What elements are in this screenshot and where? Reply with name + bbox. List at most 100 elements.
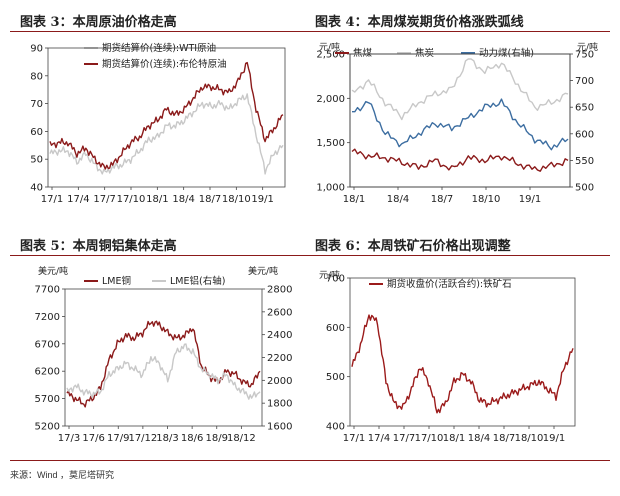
x-axis-labels: 17/1 17/4 17/7 17/10 18/1 18/4 18/7 18/10 19/1 xyxy=(41,187,274,205)
y-tick-label: 90 xyxy=(30,44,43,55)
panel-title-crude: 图表 3：本周原油价格走高 xyxy=(20,15,177,30)
plot-frame xyxy=(47,47,286,188)
y-unit-label: 美元/吨 xyxy=(38,265,68,277)
x-tick-label: 19/1 xyxy=(251,194,273,205)
chart-copper-aluminum: 5200 5700 6200 6700 7200 7700 1600 1800 2000 2200… xyxy=(35,265,293,444)
y2-tick-label: 2600 xyxy=(267,307,292,318)
legend-label: 焦炭 xyxy=(415,47,435,59)
series-line-1 xyxy=(351,58,569,121)
series-lines xyxy=(351,58,569,172)
x-tick-label: 18/12 xyxy=(227,433,256,444)
y-tick-label: 70 xyxy=(30,99,43,110)
y2-tick-label: 2000 xyxy=(267,376,292,387)
y-tick-label: 7200 xyxy=(35,312,60,323)
y2-tick-label: 2800 xyxy=(267,285,292,296)
legend: 期货收盘价(活跃合约):铁矿石 xyxy=(369,278,512,290)
legend: 焦煤 焦炭 动力煤(右轴) xyxy=(335,47,534,59)
y2-tick-label: 1600 xyxy=(267,422,292,433)
x-tick-label: 19/1 xyxy=(543,433,565,444)
x-tick-label: 17/1 xyxy=(41,194,63,205)
x-tick-label: 17/4 xyxy=(368,433,390,444)
x-tick-label: 17/1 xyxy=(343,433,365,444)
plot-frame xyxy=(349,277,576,427)
series-lines xyxy=(49,61,284,175)
y2-tick-label: 750 xyxy=(575,50,594,61)
x-tick-label: 18/1 xyxy=(146,194,168,205)
legend-label: LME铝(右轴) xyxy=(170,275,225,287)
legend-label: 焦煤 xyxy=(353,47,373,59)
left-axis-labels: 5200 5700 6200 6700 7200 7700 1600 1800 2000 2200… xyxy=(35,265,293,433)
legend-label: LME铜 xyxy=(102,275,131,287)
left-axis-labels: 40 50 60 70 80 90 xyxy=(30,44,48,194)
x-tick-label: 18/4 xyxy=(172,194,194,205)
y-tick-label: 1,500 xyxy=(316,138,345,149)
legend: LME铜 LME铝(右轴) xyxy=(84,275,225,287)
panel-title-iron: 图表 6：本周铁矿石价格出现调整 xyxy=(315,239,511,254)
chart-crude-oil: 40 50 60 70 80 90 17/1 17/4 17/7 17/10 18/1 18/4 18… xyxy=(30,42,286,205)
series-line-0 xyxy=(49,93,284,175)
y-tick-label: 7700 xyxy=(35,285,60,296)
x-tick-label: 17/9 xyxy=(107,433,129,444)
series-line-2 xyxy=(352,98,569,151)
y2-tick-label: 2200 xyxy=(267,353,292,364)
panel-title-coal: 图表 4：本周煤炭期货价格涨跌弧线 xyxy=(315,15,524,30)
x-tick-label: 18/7 xyxy=(431,194,453,205)
x-tick-label: 18/10 xyxy=(472,194,501,205)
series-line-0 xyxy=(66,320,261,408)
y2-tick-label: 650 xyxy=(575,103,594,114)
y-tick-label: 400 xyxy=(326,422,345,433)
panel-title-metals: 图表 5：本周铜铝集体走高 xyxy=(20,239,177,254)
left-axis-labels: 1,0001,5002,0002,500500550600650700750元/… xyxy=(316,41,598,194)
y2-tick-label: 700 xyxy=(575,76,594,87)
y-tick-label: 1,000 xyxy=(316,183,345,194)
title-rule-top xyxy=(10,31,610,32)
legend-label: 期货收盘价(活跃合约):铁矿石 xyxy=(387,278,512,290)
y-tick-label: 60 xyxy=(30,127,43,138)
chart-coal: 1,0001,5002,0002,500500550600650700750元/… xyxy=(316,41,598,205)
x-tick-label: 18/3 xyxy=(156,433,178,444)
x-tick-label: 18/4 xyxy=(468,433,490,444)
y-tick-label: 2,500 xyxy=(316,50,345,61)
x-tick-label: 17/10 xyxy=(117,194,146,205)
y2-tick-label: 500 xyxy=(575,183,594,194)
series-line-1 xyxy=(66,343,261,400)
series-lines xyxy=(66,320,261,408)
x-tick-label: 17/10 xyxy=(415,433,444,444)
y-tick-label: 6700 xyxy=(35,339,60,350)
series-line-0 xyxy=(351,314,574,414)
y-tick-label: 5200 xyxy=(35,422,60,433)
x-tick-label: 18/1 xyxy=(443,433,465,444)
source-note: 来源：Wind ，莫尼塔研究 xyxy=(10,470,115,480)
title-rule-bottom xyxy=(10,255,610,256)
x-axis-labels: 17/1 17/4 17/7 17/10 18/1 18/4 18/7 18/10 19/1 xyxy=(343,426,565,444)
y-tick-label: 40 xyxy=(30,183,43,194)
y-tick-label: 500 xyxy=(326,372,345,383)
x-tick-label: 18/9 xyxy=(206,433,228,444)
y-tick-label: 600 xyxy=(326,323,345,334)
series-lines xyxy=(351,314,574,414)
x-tick-label: 18/4 xyxy=(387,194,409,205)
x-axis-labels: 18/1 18/4 18/7 18/10 19/1 xyxy=(343,187,541,205)
y-unit-label: 元/吨 xyxy=(319,269,340,281)
y2-tick-label: 1800 xyxy=(267,399,292,410)
x-tick-label: 18/6 xyxy=(181,433,203,444)
series-line-0 xyxy=(351,148,569,172)
y2-unit-label: 元/吨 xyxy=(577,41,598,53)
legend-label: 动力煤(右轴) xyxy=(479,47,534,59)
y-unit-label: 元/吨 xyxy=(319,41,340,53)
x-tick-label: 19/1 xyxy=(519,194,541,205)
y2-tick-label: 600 xyxy=(575,129,594,140)
x-tick-label: 17/7 xyxy=(93,194,115,205)
x-tick-label: 18/10 xyxy=(222,194,251,205)
legend-label: 期货结算价(连续):布伦特原油 xyxy=(102,58,227,70)
x-tick-label: 17/12 xyxy=(128,433,157,444)
y2-tick-label: 550 xyxy=(575,156,594,167)
footer-rule xyxy=(10,460,610,461)
y-tick-label: 5700 xyxy=(35,394,60,405)
x-tick-label: 18/7 xyxy=(199,194,221,205)
y2-tick-label: 2400 xyxy=(267,330,292,341)
